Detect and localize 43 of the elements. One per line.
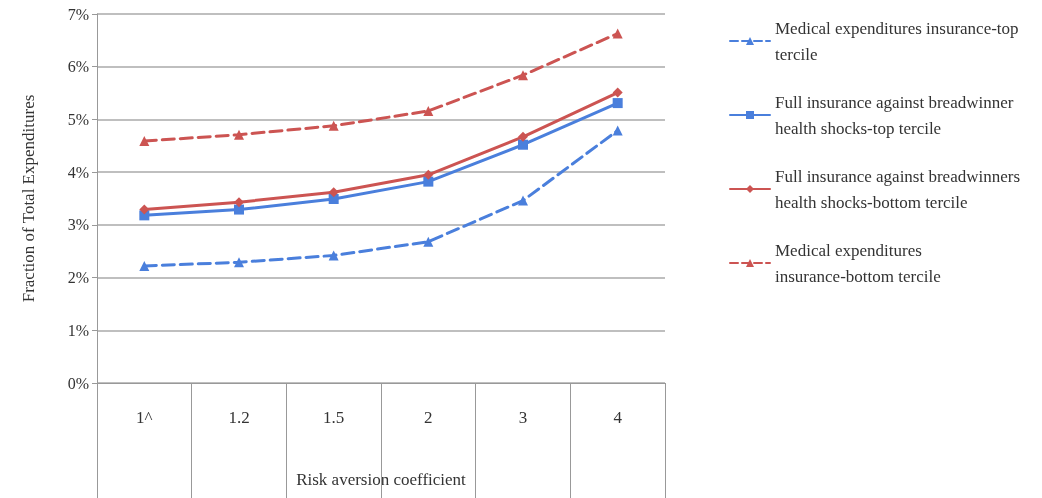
- point: [612, 28, 623, 39]
- point: [612, 98, 623, 109]
- point: [423, 105, 434, 116]
- y-tick-label: 2%: [67, 269, 89, 287]
- x-tick-label: 2: [424, 408, 433, 427]
- point: [518, 131, 528, 142]
- point: [328, 250, 339, 261]
- x-tick-label: 4: [613, 408, 623, 427]
- point: [234, 129, 244, 140]
- point: [328, 194, 339, 205]
- point: [518, 139, 528, 150]
- legend-label: Full insurance against breadwinner health shocks-top tercile: [775, 92, 1018, 138]
- y-tick-label: 0%: [67, 374, 89, 392]
- y-tick-label: 1%: [67, 321, 89, 339]
- point: [423, 176, 434, 187]
- point: [612, 87, 623, 98]
- y-tick-label: 7%: [67, 5, 89, 23]
- point: [423, 169, 434, 180]
- x-tick-label: 3: [518, 408, 528, 427]
- y-tick-label: 4%: [67, 163, 89, 181]
- y-tick-label: 5%: [67, 110, 89, 128]
- point: [234, 197, 244, 208]
- point: [234, 204, 244, 215]
- point: [234, 257, 244, 268]
- x-tick-label: 1^: [136, 408, 153, 427]
- point: [518, 70, 528, 81]
- point: [328, 187, 339, 198]
- x-axis-title: Risk aversion coefficient: [296, 470, 467, 489]
- point: [139, 260, 150, 271]
- x-tick-label: 1.2: [228, 408, 250, 427]
- point: [139, 136, 150, 147]
- point: [518, 195, 528, 206]
- legend-label: Medical expenditures insurance-bottom tercile: [775, 240, 941, 286]
- point: [612, 125, 623, 136]
- legend-label: Medical expenditures insurance-top tercile: [775, 18, 1023, 64]
- x-tick-label: 1.5: [323, 408, 345, 427]
- y-tick-label: 3%: [67, 216, 89, 234]
- point: [139, 204, 150, 215]
- point: [423, 236, 434, 247]
- point: [328, 120, 339, 131]
- y-tick-label: 6%: [67, 58, 89, 76]
- legend-label: Full insurance against breadwinners health shocks-bottom tercile: [775, 166, 1025, 212]
- y-axis-title: Fraction of Total Expenditures: [19, 94, 38, 303]
